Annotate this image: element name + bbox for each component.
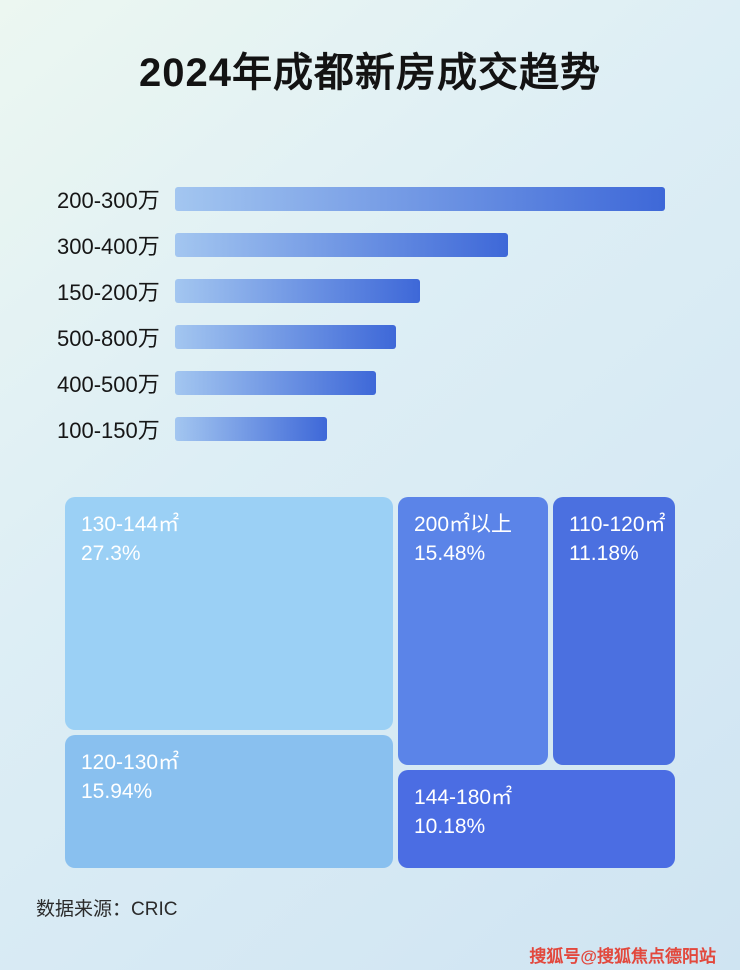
bar-category-label: 400-500万 xyxy=(57,372,160,397)
bar-category-label: 100-150万 xyxy=(57,418,160,443)
bar-track xyxy=(175,279,665,303)
treemap-block-120-130: 120-130㎡ 15.94% xyxy=(65,735,393,868)
watermark: 搜狐号@搜狐焦点德阳站 xyxy=(529,947,716,966)
treemap-block-label: 130-144㎡ xyxy=(81,513,180,536)
bar-category-label: 300-400万 xyxy=(57,234,160,259)
price-segment-bar-chart: 200-300万 300-400万 150-200万 500-800万 400-500万… xyxy=(57,187,687,463)
treemap-block-200-plus: 200㎡以上 15.48% xyxy=(398,497,548,765)
bar-fill xyxy=(175,187,665,211)
area-segment-treemap: 130-144㎡ 27.3% 200㎡以上 15.48% 110-120㎡ 11… xyxy=(65,497,675,868)
bar-row: 200-300万 xyxy=(57,187,687,213)
treemap-block-value: 27.3% xyxy=(81,542,141,566)
data-source-note: 数据来源：CRIC xyxy=(36,899,178,920)
bar-row: 500-800万 xyxy=(57,325,687,351)
treemap-block-value: 15.48% xyxy=(414,542,486,566)
bar-fill xyxy=(175,371,376,395)
page-title: 2024年成都新房成交趋势 xyxy=(139,51,601,95)
bar-fill xyxy=(175,417,327,441)
treemap-block-label: 200㎡以上 xyxy=(414,513,513,536)
bar-row: 150-200万 xyxy=(57,279,687,305)
treemap-block-value: 10.18% xyxy=(414,815,486,839)
bar-category-label: 500-800万 xyxy=(57,326,160,351)
bar-category-label: 200-300万 xyxy=(57,188,160,213)
treemap-block-value: 15.94% xyxy=(81,780,153,804)
bar-track xyxy=(175,371,665,395)
treemap-block-value: 11.18% xyxy=(569,542,639,566)
bar-track xyxy=(175,417,665,441)
bar-row: 300-400万 xyxy=(57,233,687,259)
bar-track xyxy=(175,187,665,211)
treemap-block-130-144: 130-144㎡ 27.3% xyxy=(65,497,393,730)
bar-track xyxy=(175,325,665,349)
bar-category-label: 150-200万 xyxy=(57,280,160,305)
treemap-block-144-180: 144-180㎡ 10.18% xyxy=(398,770,675,868)
bar-fill xyxy=(175,325,396,349)
bar-track xyxy=(175,233,665,257)
treemap-block-label: 144-180㎡ xyxy=(414,786,513,809)
bar-row: 400-500万 xyxy=(57,371,687,397)
treemap-block-label: 120-130㎡ xyxy=(81,751,180,774)
bar-fill xyxy=(175,233,509,257)
treemap-block-110-120: 110-120㎡ 11.18% xyxy=(553,497,675,765)
treemap-block-label: 110-120㎡ xyxy=(569,513,666,536)
bar-row: 100-150万 xyxy=(57,417,687,443)
bar-fill xyxy=(175,279,420,303)
